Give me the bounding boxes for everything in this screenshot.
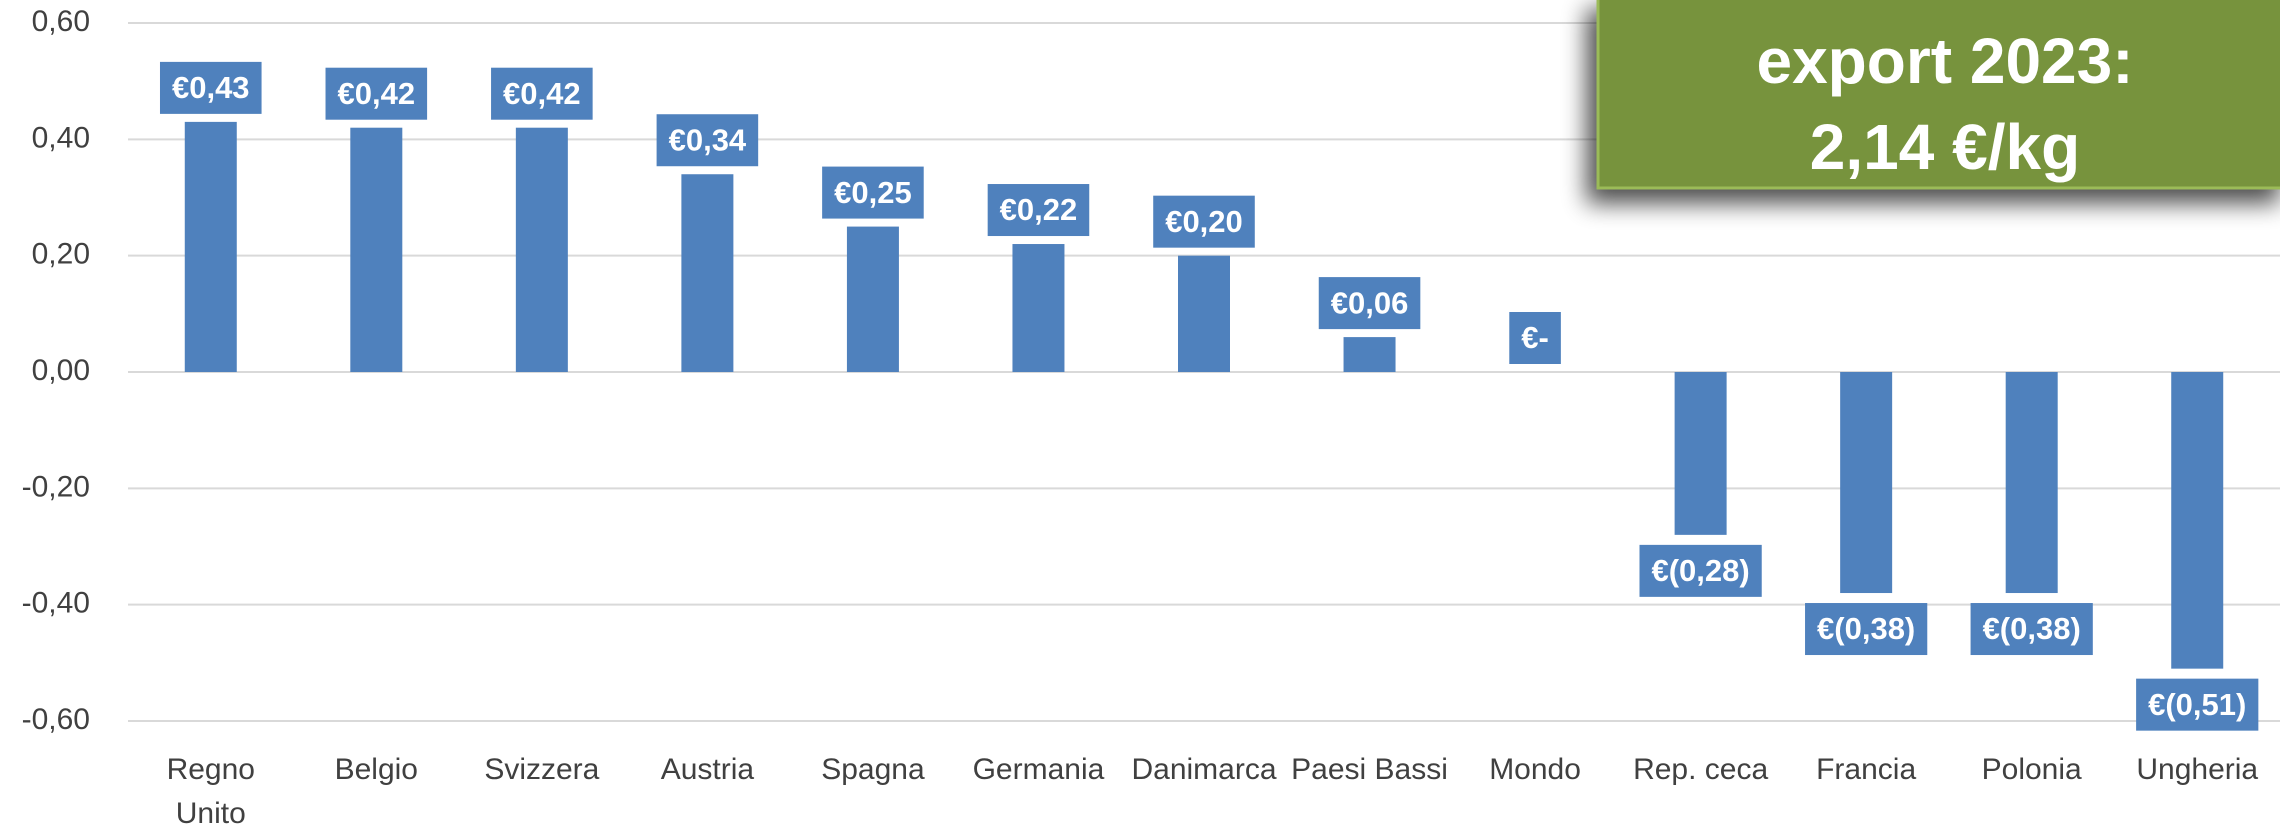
value-label-box xyxy=(656,114,759,167)
value-label: €(0,51) xyxy=(2136,678,2259,731)
bar xyxy=(1343,337,1396,372)
value-label-box xyxy=(987,184,1090,237)
value-label-text: €(0,38) xyxy=(1817,611,1915,646)
y-tick-label: 0,60 xyxy=(32,5,90,38)
bar xyxy=(1178,255,1230,372)
x-tick-label: Ungheria xyxy=(2136,753,2259,786)
value-label-box xyxy=(325,67,428,120)
value-label: €0,06 xyxy=(1318,277,1421,330)
y-tick-label: -0,60 xyxy=(22,703,90,736)
x-tick-label: Svizzera xyxy=(484,753,600,786)
bar xyxy=(2171,372,2224,669)
value-label: €(0,38) xyxy=(1805,603,1928,656)
x-tick-label: Polonia xyxy=(1981,753,2082,786)
annotation-box xyxy=(1596,0,2280,190)
value-label-box xyxy=(491,67,593,120)
value-label-box xyxy=(2136,678,2259,731)
bar xyxy=(515,127,568,372)
bar xyxy=(1674,372,1727,535)
value-label-box xyxy=(822,166,924,219)
y-tick-label: -0,40 xyxy=(22,587,90,620)
x-tick-label: Francia xyxy=(1816,753,1917,786)
value-label: €0,42 xyxy=(325,67,428,120)
x-tick-label: Paesi Bassi xyxy=(1291,753,1448,786)
bar xyxy=(350,127,403,372)
value-label-box xyxy=(1318,277,1421,330)
value-label-text: €- xyxy=(1521,320,1549,355)
bar xyxy=(846,226,899,372)
annotation: export 2023: 2,14 €/kg xyxy=(1596,0,2280,190)
value-label-text: €0,22 xyxy=(1000,192,1078,227)
value-label: €0,25 xyxy=(822,166,924,219)
y-tick-label: -0,20 xyxy=(22,470,90,503)
value-label: €(0,38) xyxy=(1970,603,2093,656)
value-label-text: €(0,51) xyxy=(2148,687,2246,722)
annotation-text: export 2023: xyxy=(1756,25,2133,97)
annotation-text: 2,14 €/kg xyxy=(1810,111,2080,183)
bar xyxy=(1012,244,1065,372)
value-label-box xyxy=(1805,603,1928,656)
value-label-text: €0,20 xyxy=(1165,204,1243,239)
x-tick-label: Regno Unito xyxy=(166,753,255,830)
value-label: €0,20 xyxy=(1153,195,1255,248)
value-label-text: €(0,38) xyxy=(1983,611,2081,646)
value-label-box xyxy=(1509,312,1561,364)
value-label-box xyxy=(159,61,262,114)
bar xyxy=(681,174,734,372)
x-tick-label: Belgio xyxy=(334,753,418,786)
value-label-box xyxy=(1639,544,1762,597)
value-label: €0,43 xyxy=(159,61,262,114)
value-label-text: €0,25 xyxy=(834,175,912,210)
value-label: €0,34 xyxy=(656,114,759,167)
value-label-text: €0,06 xyxy=(1331,285,1409,320)
x-tick-label: Austria xyxy=(660,753,755,786)
value-label-text: €(0,28) xyxy=(1651,553,1749,588)
x-tick-label: Germania xyxy=(972,753,1105,786)
value-label-text: €0,42 xyxy=(338,76,416,111)
y-tick-label: 0,00 xyxy=(32,354,90,387)
value-label: €(0,28) xyxy=(1639,544,1762,597)
value-label-box xyxy=(1970,603,2093,656)
x-tick-label: Spagna xyxy=(821,753,925,786)
y-tick-label: 0,20 xyxy=(32,238,90,271)
bar xyxy=(1840,372,1893,594)
value-label-box xyxy=(1153,195,1255,248)
value-label: €0,42 xyxy=(491,67,593,120)
value-label-text: €0,42 xyxy=(503,76,581,111)
bar xyxy=(184,121,237,372)
y-tick-label: 0,40 xyxy=(32,121,90,154)
value-label-text: €0,43 xyxy=(172,70,250,105)
bar xyxy=(2005,372,2058,594)
x-tick-label: Rep. ceca xyxy=(1633,753,1769,786)
value-label: €0,22 xyxy=(987,184,1090,237)
value-label-text: €0,34 xyxy=(669,122,747,157)
value-label: €- xyxy=(1509,312,1561,364)
x-tick-label: Danimarca xyxy=(1131,753,1277,786)
x-tick-label: Mondo xyxy=(1489,753,1581,786)
